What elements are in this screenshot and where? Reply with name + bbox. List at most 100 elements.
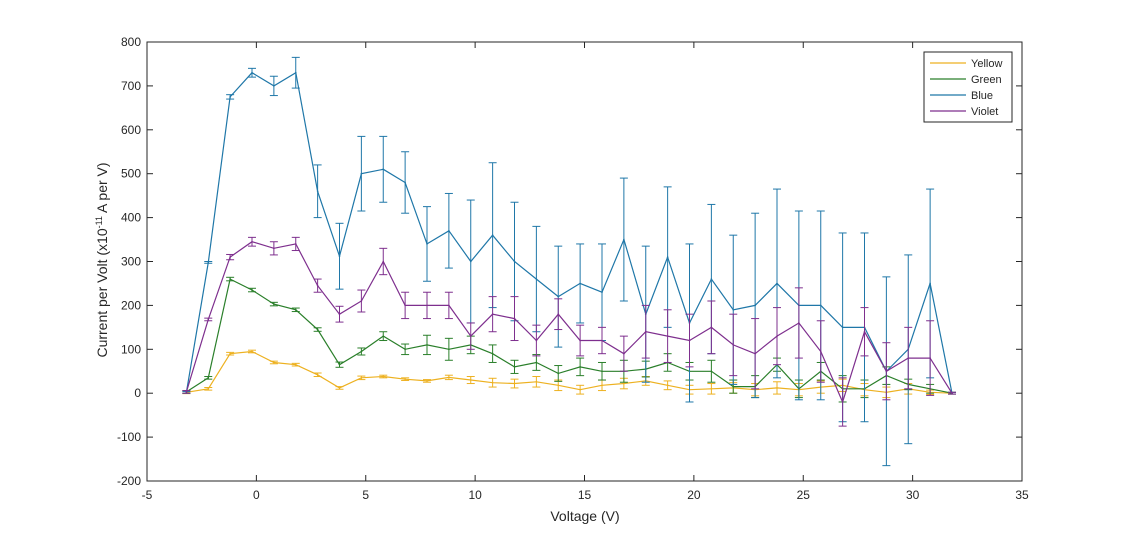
data-point xyxy=(360,350,363,353)
error-bar xyxy=(335,305,344,323)
error-bar xyxy=(663,380,672,391)
data-point xyxy=(579,282,581,285)
data-point xyxy=(207,377,210,379)
legend-label: Blue xyxy=(971,90,993,102)
data-point xyxy=(360,172,363,175)
data-point xyxy=(426,243,428,245)
error-bar xyxy=(444,291,453,320)
error-bar xyxy=(423,291,431,320)
data-point xyxy=(644,330,647,333)
error-bar xyxy=(641,304,650,359)
data-point xyxy=(469,335,472,337)
error-bar xyxy=(335,222,344,290)
data-point xyxy=(229,352,231,355)
data-point xyxy=(404,181,406,184)
data-point xyxy=(579,388,581,391)
data-point xyxy=(666,335,669,337)
error-bar xyxy=(948,391,956,395)
error-bar xyxy=(510,378,519,389)
data-point xyxy=(207,318,210,321)
error-bar xyxy=(532,324,541,357)
error-bar xyxy=(773,381,781,395)
series-blue xyxy=(182,56,956,467)
error-bar xyxy=(598,326,606,355)
error-bar xyxy=(226,276,235,282)
data-point xyxy=(207,388,210,390)
y-tick-label: 500 xyxy=(121,167,141,181)
error-bar xyxy=(576,324,585,357)
data-point xyxy=(688,339,691,342)
data-point xyxy=(338,387,341,389)
data-point xyxy=(535,339,538,342)
data-point xyxy=(491,313,494,315)
data-point xyxy=(666,256,669,258)
data-point xyxy=(229,278,231,280)
error-bar xyxy=(269,241,278,256)
error-bar xyxy=(291,362,300,367)
data-point xyxy=(601,339,603,342)
error-bar xyxy=(838,377,847,427)
data-point xyxy=(426,304,428,307)
data-point xyxy=(557,372,560,375)
data-point xyxy=(513,260,516,263)
data-point xyxy=(885,370,888,373)
error-bar xyxy=(904,326,913,390)
data-point xyxy=(513,317,516,320)
data-point xyxy=(229,96,231,98)
error-bar xyxy=(313,164,322,219)
error-bar xyxy=(269,75,278,97)
data-point xyxy=(273,85,275,87)
error-bar xyxy=(248,236,256,247)
data-point xyxy=(294,243,297,245)
error-bar xyxy=(313,372,322,378)
error-bar xyxy=(313,327,322,332)
error-bar xyxy=(510,296,519,342)
x-tick-label: 10 xyxy=(468,488,482,502)
data-point xyxy=(316,284,319,287)
error-bar xyxy=(248,287,256,293)
data-point xyxy=(710,370,713,373)
error-bar xyxy=(554,365,563,382)
data-point xyxy=(601,370,603,373)
error-bar xyxy=(269,360,278,365)
y-tick-label: -200 xyxy=(117,474,141,488)
series-line-blue xyxy=(185,71,953,394)
y-tick-label: 100 xyxy=(121,342,141,356)
error-bar xyxy=(926,320,935,396)
y-axis-label-superscript: -11 xyxy=(94,216,104,228)
error-bar xyxy=(598,361,606,381)
data-point xyxy=(273,361,275,364)
data-point xyxy=(316,190,319,193)
error-bar xyxy=(313,278,322,293)
data-point xyxy=(776,387,778,389)
error-bar xyxy=(379,331,388,342)
data-point xyxy=(251,350,253,353)
error-bar xyxy=(707,300,716,355)
error-bar xyxy=(576,243,585,324)
y-tick-label: 400 xyxy=(121,211,141,225)
legend-box xyxy=(923,51,1013,123)
data-point xyxy=(404,348,406,351)
data-point xyxy=(623,238,625,241)
data-point xyxy=(185,391,188,393)
error-bar xyxy=(401,343,410,356)
legend-item-yellow: Yellow xyxy=(930,58,1002,70)
legend-label: Violet xyxy=(971,106,998,118)
data-point xyxy=(251,71,253,74)
error-bar xyxy=(248,349,256,354)
data-point xyxy=(579,339,581,342)
error-bar xyxy=(204,317,213,322)
error-bar xyxy=(466,376,475,385)
data-point xyxy=(207,261,210,264)
data-point xyxy=(382,260,385,263)
data-point xyxy=(929,282,931,285)
error-bar xyxy=(379,247,388,276)
data-point xyxy=(535,380,538,383)
data-point xyxy=(448,229,450,232)
error-bar xyxy=(401,291,410,320)
error-bar xyxy=(248,67,256,78)
data-point xyxy=(863,330,866,333)
x-tick-label: 5 xyxy=(362,488,369,502)
error-bar xyxy=(357,135,366,212)
